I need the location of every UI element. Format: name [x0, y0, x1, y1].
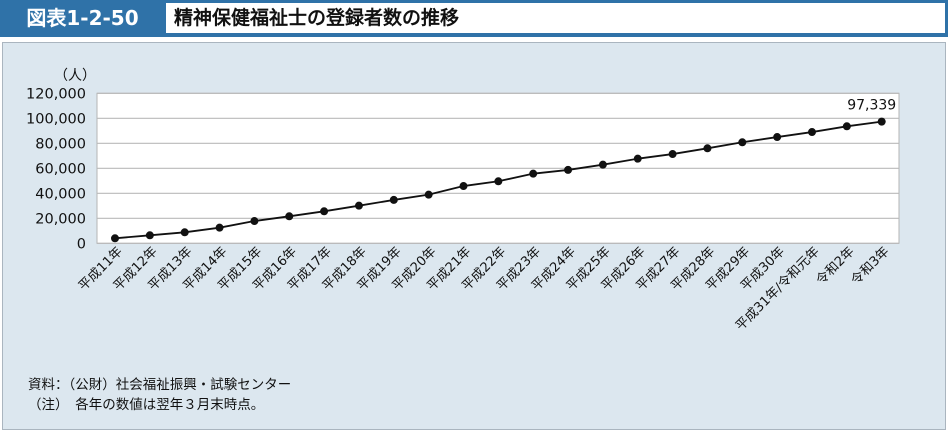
data-point — [180, 228, 189, 237]
y-tick-label: 120,000 — [26, 86, 86, 102]
data-point — [145, 231, 154, 240]
data-point — [320, 207, 329, 216]
data-point — [877, 117, 886, 126]
y-tick-label: 40,000 — [35, 186, 86, 202]
data-point — [111, 234, 119, 243]
data-label-last: 97,339 — [847, 98, 896, 114]
figure-number: 図表1-2-50 — [26, 6, 139, 30]
data-point — [703, 144, 712, 153]
footnote: （注） 各年の数値は翌年３月末時点。 — [28, 397, 265, 413]
data-point — [842, 122, 851, 131]
data-point — [285, 212, 294, 221]
y-axis-unit: （人） — [54, 68, 96, 84]
data-point — [773, 133, 782, 142]
data-point — [738, 138, 747, 147]
source-note: 資料：（公財）社会福祉振興・試験センター — [28, 377, 292, 393]
data-point — [250, 217, 259, 226]
y-tick-label: 60,000 — [35, 161, 86, 177]
x-tick-label: 令和3年 — [848, 244, 892, 288]
data-point — [564, 165, 573, 174]
data-point — [459, 182, 468, 191]
data-point — [494, 177, 503, 186]
y-tick-label: 80,000 — [35, 136, 86, 152]
data-point — [808, 128, 816, 137]
data-point — [668, 150, 677, 159]
x-tick-label: 令和2年 — [814, 244, 858, 288]
data-point — [215, 223, 224, 232]
figure-title: 精神保健福祉士の登録者数の推移 — [166, 3, 945, 33]
data-point — [424, 190, 433, 199]
data-point — [598, 160, 607, 169]
data-point — [633, 154, 642, 163]
data-point — [389, 195, 398, 204]
data-point — [529, 169, 538, 178]
y-tick-label: 20,000 — [35, 211, 86, 227]
y-tick-label: 0 — [77, 236, 86, 252]
figure-header: 図表1-2-50 精神保健福祉士の登録者数の推移 — [0, 0, 948, 37]
data-point — [354, 201, 363, 210]
y-tick-label: 100,000 — [26, 111, 86, 127]
